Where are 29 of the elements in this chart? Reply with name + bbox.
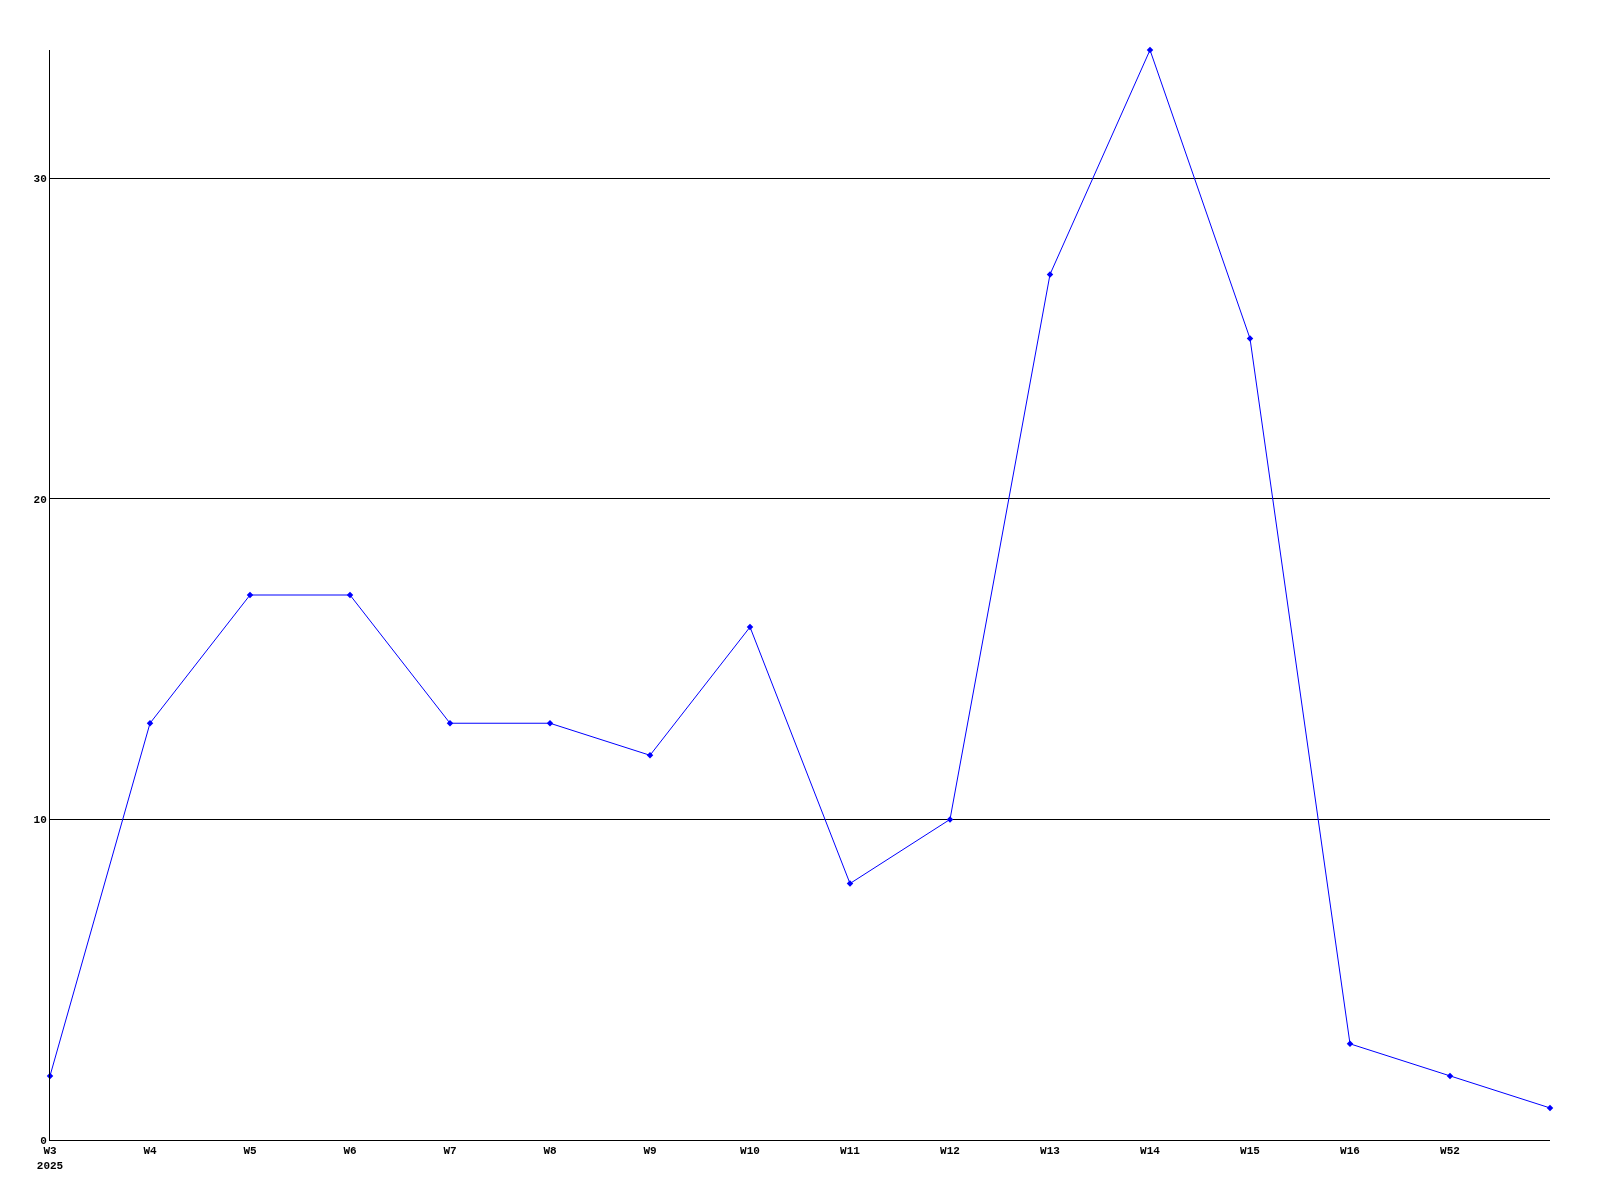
point <box>246 591 254 599</box>
point <box>446 719 454 727</box>
x-tick-label: W4 <box>143 1145 157 1158</box>
point <box>1146 46 1154 54</box>
point <box>1546 1104 1554 1112</box>
x-tick-label: W9 <box>643 1145 657 1158</box>
x-tick-label: W12 <box>940 1145 960 1158</box>
x-tick-label: W7 <box>443 1145 457 1158</box>
y-tick-label: 30 <box>33 173 47 186</box>
x-tick-label: W15 <box>1240 1145 1261 1158</box>
x-tick-label: W8 <box>543 1145 557 1158</box>
x-tick-label: W14 <box>1140 1145 1161 1158</box>
point <box>746 623 754 631</box>
x-tick-label: W52 <box>1440 1145 1460 1158</box>
point <box>1346 1040 1354 1048</box>
x-tick-label: W5 <box>243 1145 257 1158</box>
x-tick-label: W6 <box>343 1145 357 1158</box>
point <box>146 719 154 727</box>
x-tick-label: W10 <box>740 1145 760 1158</box>
y-tick-label: 20 <box>33 493 47 506</box>
point <box>346 591 354 599</box>
y-tick-label: 0 <box>40 1134 47 1147</box>
point <box>546 719 554 727</box>
x-tick-label: W16 <box>1340 1145 1360 1158</box>
x-tick-label: W13 <box>1040 1145 1061 1158</box>
x-tick-label: W3 2025 <box>36 1145 64 1172</box>
point <box>1446 1072 1454 1080</box>
x-tick-label: W11 <box>840 1145 861 1158</box>
y-tick-label: 10 <box>33 814 47 827</box>
